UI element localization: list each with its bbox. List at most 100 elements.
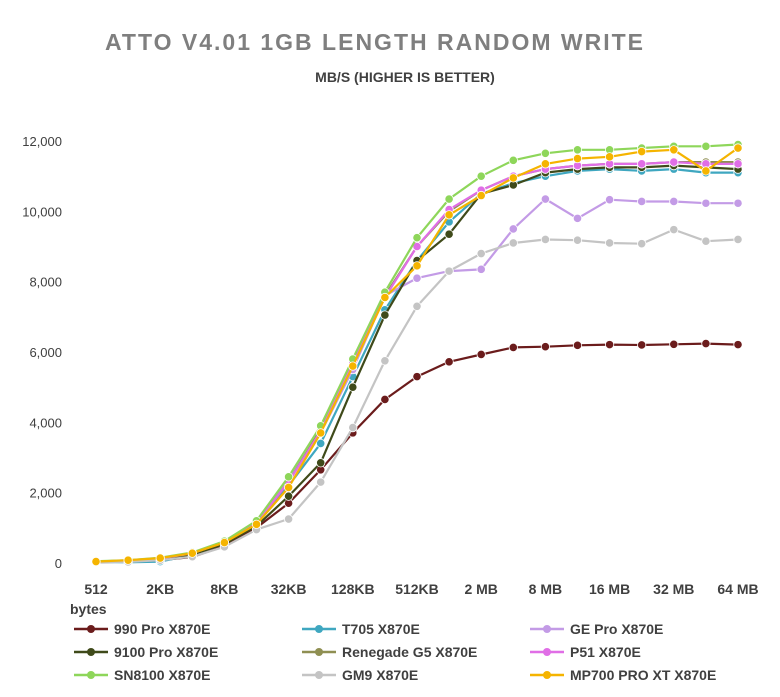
series-line — [95, 161, 738, 563]
data-point — [572, 153, 583, 164]
data-point — [637, 340, 647, 350]
data-point — [412, 372, 422, 382]
y-tick-label: 0 — [55, 556, 62, 571]
legend-label: SN8100 X870E — [114, 667, 211, 683]
x-tick-label: 16 MB — [589, 581, 630, 597]
data-point — [733, 198, 743, 208]
data-point — [283, 482, 294, 492]
legend-label: Renegade G5 X870E — [342, 644, 477, 660]
data-point — [316, 428, 326, 438]
data-point — [508, 173, 518, 183]
data-point — [669, 157, 679, 167]
data-point — [540, 194, 551, 204]
data-point — [316, 458, 326, 468]
data-point — [187, 548, 197, 558]
data-point — [637, 196, 647, 207]
data-point — [572, 235, 583, 245]
legend-label: GE Pro X870E — [570, 621, 663, 637]
data-point — [444, 357, 454, 367]
x-tick-label: 2 MB — [464, 581, 497, 597]
data-point — [637, 146, 647, 157]
y-tick-label: 2,000 — [29, 486, 62, 501]
series-line — [95, 143, 739, 563]
data-point — [283, 514, 294, 524]
x-tick-label: 2KB — [146, 581, 174, 597]
y-axis: 0 2,000 4,000 6,000 8,000 10,000 12,000 — [22, 134, 62, 571]
data-point — [604, 195, 615, 205]
data-point — [669, 225, 679, 235]
legend-item: 9100 Pro X870E — [74, 644, 218, 660]
y-tick-label: 12,000 — [22, 134, 62, 149]
series-line — [95, 161, 738, 563]
x-tick-label: 32KB — [271, 581, 307, 597]
x-axis-label: bytes — [70, 601, 107, 617]
data-point — [444, 194, 454, 204]
legend-item: T705 X870E — [302, 621, 420, 637]
x-tick-label: 32 MB — [653, 581, 694, 597]
data-point — [412, 301, 422, 311]
data-point — [412, 273, 422, 283]
data-point — [669, 145, 679, 155]
data-point — [604, 238, 615, 248]
legend-item: GE Pro X870E — [530, 621, 663, 637]
data-point — [572, 340, 583, 350]
data-point — [637, 239, 647, 249]
chart-title: ATTO V4.01 1GB LENGTH RANDOM WRITE — [105, 29, 645, 55]
data-point — [444, 210, 454, 220]
x-tick-label: 8 MB — [529, 581, 562, 597]
data-point — [283, 491, 294, 501]
data-point — [316, 438, 326, 449]
series-line — [95, 147, 739, 563]
legend-label: GM9 X870E — [342, 667, 418, 683]
legend-swatch-marker — [315, 648, 323, 656]
data-point — [540, 159, 551, 169]
legend: 990 Pro X870E T705 X870E GE Pro X870E 9100 … — [74, 621, 716, 683]
data-point — [444, 229, 454, 239]
data-point — [476, 349, 486, 360]
x-tick-label: 128KB — [331, 581, 375, 597]
data-point — [572, 213, 583, 223]
data-point — [540, 148, 551, 158]
legend-swatch-marker — [543, 648, 551, 656]
data-point — [701, 198, 711, 208]
data-point — [380, 394, 390, 405]
x-tick-label: 8KB — [210, 581, 238, 597]
legend-swatch-marker — [315, 625, 323, 633]
plot-area — [91, 139, 743, 567]
legend-label: MP700 PRO XT X870E — [570, 667, 716, 683]
data-point — [701, 236, 711, 246]
data-point — [476, 171, 486, 181]
series-line — [95, 164, 739, 563]
data-point — [508, 342, 518, 353]
legend-label: 990 Pro X870E — [114, 621, 211, 637]
data-point — [283, 472, 294, 482]
data-point — [508, 224, 518, 234]
x-tick-label: 512 — [84, 581, 108, 597]
data-point — [380, 356, 390, 366]
data-point — [733, 159, 743, 169]
legend-swatch-marker — [543, 625, 551, 633]
legend-label: P51 X870E — [570, 644, 641, 660]
data-point — [476, 264, 486, 274]
data-point — [701, 338, 711, 349]
legend-swatch-marker — [315, 671, 323, 679]
data-point — [604, 340, 615, 350]
legend-item: 990 Pro X870E — [74, 621, 211, 637]
data-point — [251, 519, 262, 529]
data-point — [380, 292, 390, 303]
data-point — [444, 266, 454, 276]
x-axis: 512 2KB 8KB 32KB 128KB 512KB 2 MB 8 MB 16 MB 32 M… — [84, 581, 758, 597]
data-point — [733, 234, 743, 245]
data-point — [540, 234, 551, 245]
data-point — [476, 248, 486, 259]
data-point — [508, 238, 518, 248]
data-point — [380, 310, 390, 320]
x-tick-label: 512KB — [395, 581, 439, 597]
chart-subtitle: MB/S (HIGHER IS BETTER) — [315, 69, 495, 85]
series-990-pro-x870e — [91, 338, 743, 567]
series-t705-x870e — [91, 164, 743, 567]
y-tick-label: 4,000 — [29, 415, 62, 430]
legend-item: GM9 X870E — [302, 667, 418, 683]
